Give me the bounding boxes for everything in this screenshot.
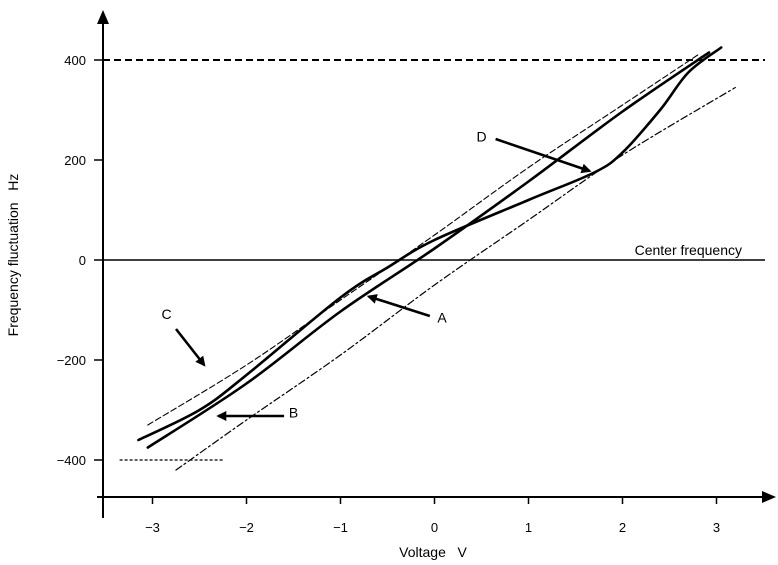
x-tick-label: 0 (431, 520, 438, 535)
x-tick-label: −3 (145, 520, 160, 535)
reference-lines (103, 59, 765, 461)
annotation-arrow-d (495, 137, 592, 174)
x-tick-label: 3 (713, 520, 720, 535)
x-axis-label: Voltage V (399, 544, 467, 560)
x-tick-label: −2 (239, 520, 254, 535)
axes (97, 10, 776, 518)
y-tick-label: −200 (57, 353, 86, 368)
annotations: A B C D Center frequency (162, 129, 742, 421)
x-axis-arrow-icon (762, 491, 776, 503)
y-tick-label: 400 (64, 53, 86, 68)
annotation-label-b: B (289, 405, 298, 421)
series-group (137, 46, 736, 471)
series-line-d (137, 46, 723, 442)
annotation-arrow-a (366, 294, 431, 318)
annotation-arrow-c (174, 328, 206, 367)
ticks: −3 −2 −1 0 1 2 3 400 200 0 −200 −400 (57, 53, 720, 535)
y-tick-label: −400 (57, 453, 86, 468)
annotation-label-a: A (437, 310, 447, 326)
series-line-b (175, 86, 736, 471)
y-axis-arrow-icon (97, 10, 109, 24)
series-line-c (147, 54, 699, 426)
x-tick-label: 1 (525, 520, 532, 535)
y-tick-label: 0 (79, 253, 86, 268)
x-tick-label: 2 (619, 520, 626, 535)
annotation-label-c: C (162, 306, 172, 322)
y-axis-label: Frequency fluctuation Hz (5, 174, 21, 337)
x-tick-label: −1 (333, 520, 348, 535)
center-frequency-label: Center frequency (635, 242, 742, 258)
series-line-a (146, 51, 711, 449)
annotation-label-d: D (476, 129, 486, 145)
y-tick-label: 200 (64, 153, 86, 168)
